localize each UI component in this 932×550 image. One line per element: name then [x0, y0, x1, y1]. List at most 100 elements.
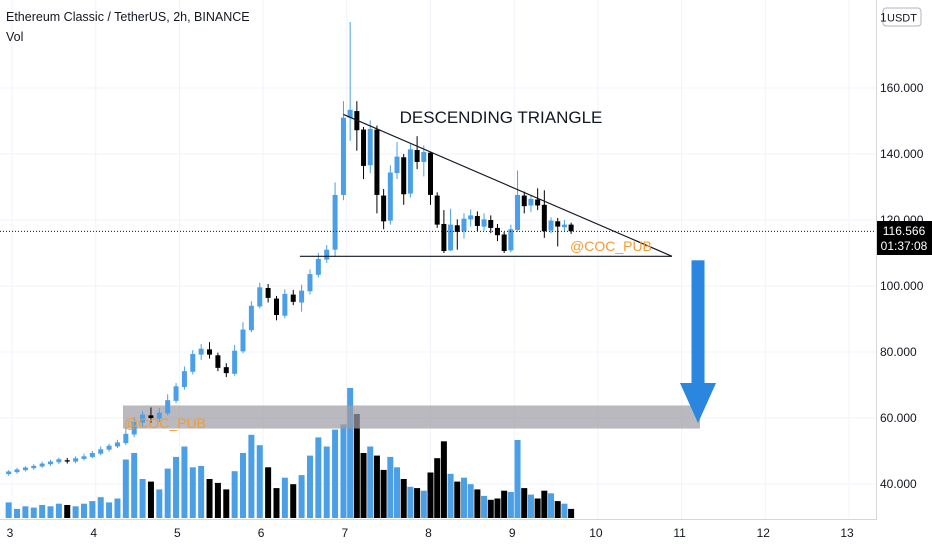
candle-body: [307, 274, 313, 292]
candle-body: [114, 442, 120, 447]
volume-bar: [467, 484, 474, 518]
volume-bar: [447, 473, 454, 518]
volume-bar: [407, 486, 414, 518]
volume-bar: [173, 456, 180, 518]
candle: [501, 231, 507, 253]
price-scale[interactable]: 40.00060.00080.000100.000120.000140.0001…: [876, 0, 932, 520]
candle-body: [381, 195, 387, 222]
watermark-label: @COC_PUB: [570, 238, 652, 254]
volume-bar: [347, 388, 354, 518]
candle: [14, 467, 20, 474]
volume-bar: [106, 502, 113, 518]
resistance-trendline[interactable]: [343, 113, 673, 257]
candle-body: [474, 216, 480, 226]
volume-bar: [139, 479, 146, 518]
candle-body: [521, 195, 527, 207]
volume-bar: [420, 490, 427, 518]
candle-body: [501, 234, 507, 252]
candle: [401, 154, 407, 205]
candle-body: [56, 459, 62, 463]
candle: [568, 222, 574, 234]
volume-bar: [353, 414, 360, 518]
candle-body: [98, 449, 104, 454]
candle-body: [73, 458, 79, 462]
volume-bar: [55, 503, 62, 518]
volume-bar: [281, 477, 288, 518]
candle-body: [434, 195, 440, 225]
candle-body: [494, 227, 500, 236]
volume-bar: [373, 455, 380, 518]
candle: [290, 289, 296, 306]
candle: [198, 344, 204, 360]
candle-body: [367, 128, 373, 166]
candle: [315, 253, 321, 278]
candle: [324, 245, 330, 263]
volume-bar: [265, 467, 272, 518]
candle-body: [414, 150, 420, 162]
volume-bar: [507, 492, 514, 518]
candle: [64, 457, 70, 464]
candle: [515, 170, 521, 232]
candle: [448, 208, 454, 252]
volume-bar: [89, 501, 96, 518]
candle: [257, 282, 263, 309]
time-tick-label: 13: [840, 526, 854, 540]
volume-bar: [360, 453, 367, 518]
candle-body: [190, 353, 196, 372]
candle: [131, 417, 137, 438]
candle: [48, 459, 54, 466]
volume-bar: [394, 467, 401, 518]
price-tick-label: 40.000: [880, 477, 917, 491]
candle: [461, 213, 467, 239]
volume-indicator-label[interactable]: Vol: [6, 30, 24, 44]
candle-body: [31, 465, 37, 469]
time-tick-label: 3: [7, 526, 14, 540]
time-tick-label: 9: [509, 526, 516, 540]
candle: [31, 464, 37, 470]
candle: [240, 322, 246, 354]
candle: [181, 366, 187, 390]
candle: [508, 224, 514, 253]
candle: [528, 194, 534, 213]
volume-bar: [181, 446, 188, 518]
price-scale-bg: [877, 0, 932, 520]
time-scale[interactable]: 3 4 5 6 7 8 9 10 11 12 13: [0, 519, 877, 541]
volume-bar: [223, 489, 230, 518]
candle-body: [387, 172, 393, 221]
candle: [148, 407, 154, 423]
volume-bar: [97, 497, 104, 518]
candle: [56, 457, 62, 464]
time-tick-label: 5: [174, 526, 181, 540]
candle: [548, 217, 554, 234]
candle: [421, 145, 427, 177]
candle: [367, 120, 373, 174]
symbol-title[interactable]: Ethereum Classic / TetherUS, 2h, BINANCE: [6, 10, 250, 24]
support-zone[interactable]: [123, 405, 700, 429]
candle: [114, 439, 120, 449]
down-arrow[interactable]: [680, 260, 717, 423]
volume-bar: [434, 458, 441, 518]
volume-bar: [164, 468, 171, 518]
candle: [307, 269, 313, 295]
volume-bar: [39, 505, 46, 518]
volume-bar: [64, 505, 71, 518]
candle-body: [198, 348, 204, 355]
volume-bar: [206, 479, 213, 518]
candle-body: [181, 371, 187, 387]
current-price-tag: [877, 221, 932, 255]
volume-bar: [527, 494, 534, 518]
candle-body: [548, 220, 554, 231]
volume-bar: [454, 481, 461, 518]
currency-badge[interactable]: [882, 7, 922, 27]
candle: [541, 190, 547, 238]
volume-bar: [340, 424, 347, 518]
pattern-label: DESCENDING TRIANGLE: [400, 108, 603, 127]
volume-bar: [534, 498, 541, 518]
down-arrow-head: [680, 382, 717, 423]
candle: [207, 342, 213, 359]
candle: [488, 215, 494, 234]
candle-body: [290, 294, 296, 302]
candle: [494, 223, 500, 242]
time-tick-label: 8: [425, 526, 432, 540]
